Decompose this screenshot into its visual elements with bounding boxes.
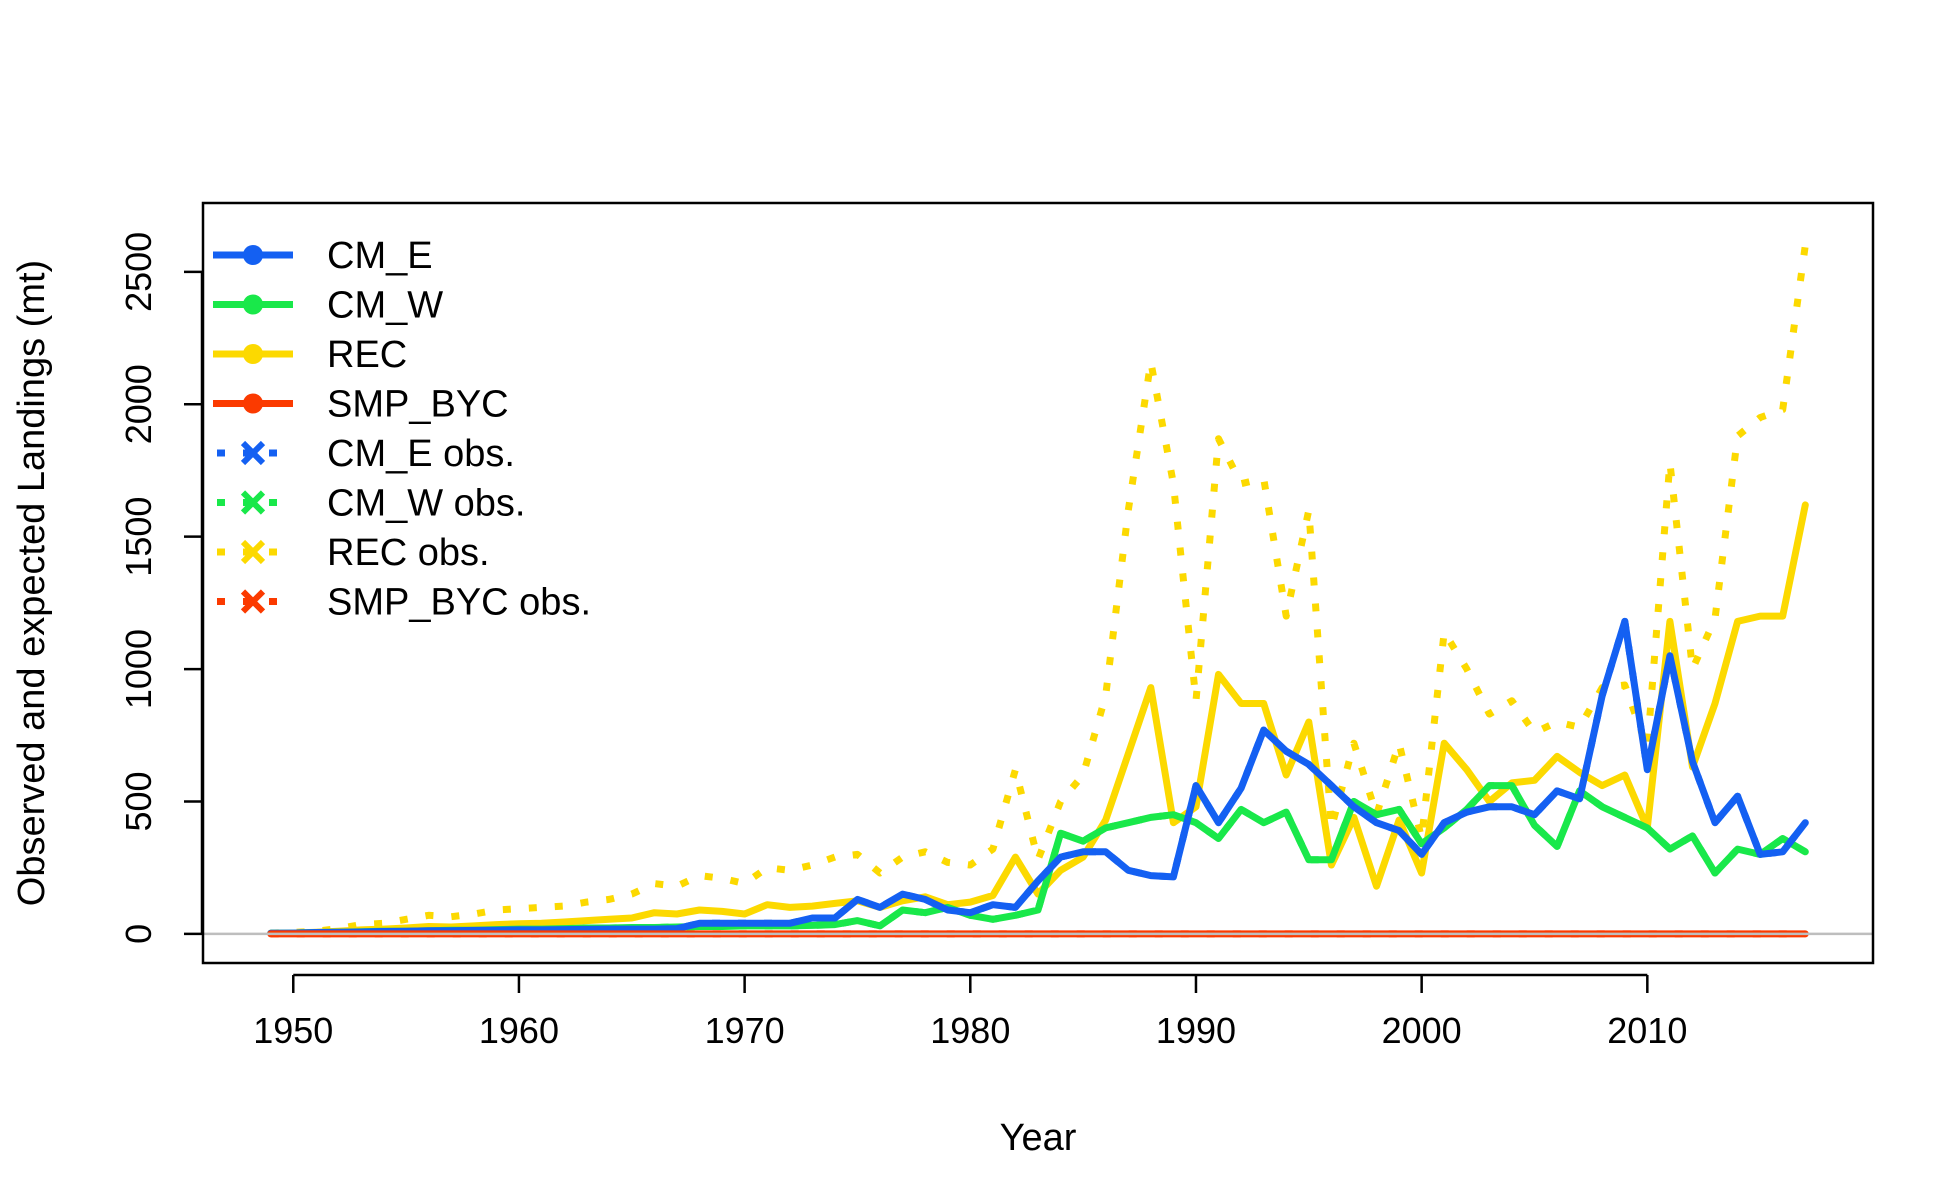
x-tick-label: 1970 [705,1010,785,1051]
y-tick-label: 1500 [118,497,159,577]
legend-item-cm-w: CM_W [213,285,443,327]
y-axis: 0 500 1000 1500 2000 2500 [118,232,204,944]
y-tick-label: 2500 [118,232,159,312]
legend-item-cm-w-obs: CM_W obs. [213,483,525,525]
legend-item-rec: REC [213,334,407,376]
legend-label: SMP_BYC [327,384,509,426]
legend-label: CM_W [327,285,443,327]
series-line-cm-e-obs [270,617,1809,937]
legend-x-marker [240,589,266,614]
legend-label: CM_E obs. [327,433,515,475]
y-tick-label: 500 [118,771,159,831]
x-tick-label: 1960 [479,1010,559,1051]
x-tick-label: 2010 [1607,1010,1687,1051]
legend-label: CM_E [327,235,433,277]
y-tick-label: 2000 [118,364,159,444]
series-line-rec [267,501,1809,937]
legend-dot-marker [243,393,263,414]
legend-x-marker [240,440,266,466]
legend-item-cm-e-obs: CM_E obs. [213,433,515,475]
legend-label: REC [327,334,407,376]
x-tick-label: 1980 [930,1010,1010,1051]
legend-dot-marker [243,344,263,364]
y-tick-label: 0 [118,924,159,944]
legend-label: SMP_BYC obs. [327,582,591,624]
x-axis: 1950 1960 1970 1980 1990 2000 2010 [253,973,1687,1051]
x-tick-label: 2000 [1382,1010,1462,1051]
legend-dot-marker [243,294,263,315]
x-tick-label: 1990 [1156,1010,1236,1051]
legend-item-cm-e: CM_E [213,235,433,277]
x-tick-label: 1950 [253,1010,333,1051]
legend-item-rec-obs: REC obs. [213,532,490,574]
series-line-cm-w [267,782,1809,937]
legend: CM_E CM_W REC SMP_BYC CM_E obs. CM_W obs. REC … [213,235,591,624]
series-line-cm-e [267,617,1809,937]
legend-x-marker [240,490,266,515]
legend-item-smp-byc: SMP_BYC [213,384,509,426]
legend-label: REC obs. [327,532,490,574]
legend-dot-marker [243,245,263,265]
series-line-rec-obs [270,244,1809,937]
legend-item-smp-byc-obs: SMP_BYC obs. [213,582,591,624]
x-axis-title: Year [1000,1117,1077,1159]
y-axis-title: Observed and expected Landings (mt) [11,260,53,906]
legend-label: CM_W obs. [327,483,525,525]
y-tick-label: 1000 [118,629,159,709]
legend-x-marker [240,539,266,565]
